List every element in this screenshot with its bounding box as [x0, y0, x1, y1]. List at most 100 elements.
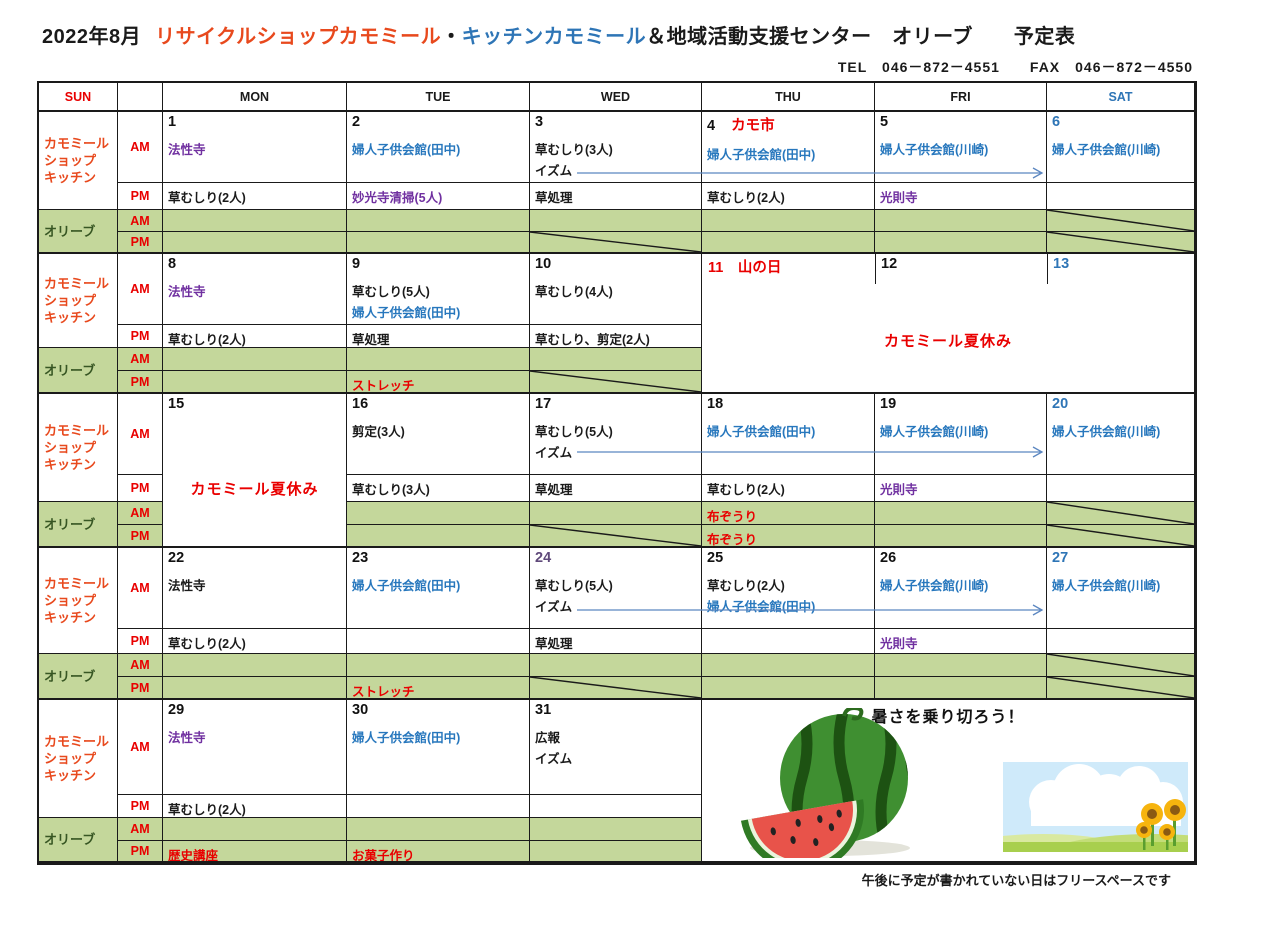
date-13: 13 [1053, 256, 1070, 272]
date-6: 6 [1052, 114, 1061, 130]
day-1-olive-pm [163, 232, 347, 254]
closed-slot-diagonal [1047, 502, 1194, 524]
schedule-entry: 草むしり(3人) [535, 143, 613, 157]
day-29-pm: 草むしり(2人) [163, 795, 347, 818]
closed-slot-diagonal [1047, 232, 1194, 252]
day-1-olive-am [163, 210, 347, 232]
day-29-olive-pm: 歴史講座 [163, 841, 347, 863]
day-10-pm: 草むしり、剪定(2人) [530, 325, 702, 348]
day-16-am: 16 剪定(3人) [347, 394, 530, 475]
row-label-am: AM [118, 112, 163, 183]
label-chamomile-shop-kitchen: カモミール ショップ キッチン [39, 254, 118, 348]
vacation-note: カモミール夏休み [190, 480, 319, 498]
closed-slot-diagonal [530, 677, 701, 698]
day-24-pm: 草処理 [530, 629, 702, 654]
day-27-olive-am [1047, 654, 1195, 677]
day-2-pm: 妙光寺清掃(5人) [347, 183, 530, 210]
day-25-am: 25 草むしり(2人) 婦人子供会館(田中) [702, 548, 875, 629]
schedule-entry: 妙光寺清掃(5人) [352, 191, 443, 205]
banner-title: 暑さを乗り切ろう！ [871, 709, 1025, 726]
date-3: 3 [535, 114, 544, 130]
day-22-olive-pm [163, 677, 347, 700]
schedule-entry: 光則寺 [880, 483, 918, 497]
day-2-am: 2 婦人子供会館(田中) [347, 112, 530, 183]
day-19-pm: 光則寺 [875, 475, 1047, 502]
schedule-entry: 婦人子供会館(川崎) [880, 425, 989, 439]
date-separator [1047, 254, 1048, 284]
schedule-entry: 草むしり(2人) [168, 191, 246, 205]
date-18: 18 [707, 396, 724, 412]
date-25: 25 [707, 550, 724, 566]
row-label-pm: PM [118, 475, 163, 502]
day-24-am: 24 草むしり(5人) イズム [530, 548, 702, 629]
day-5-olive-am [875, 210, 1047, 232]
day-17-pm: 草処理 [530, 475, 702, 502]
closed-slot-diagonal [530, 232, 701, 252]
day-6-am: 6 婦人子供会館(川崎) [1047, 112, 1195, 183]
schedule-entry: 布ぞうり [707, 510, 758, 524]
schedule-entry: 草むしり(2人) [168, 333, 246, 347]
schedule-entry: 光則寺 [880, 191, 918, 205]
title-shop-name: リサイクルショップカモミール [155, 26, 442, 48]
day-2-olive-am [347, 210, 530, 232]
day-1-am: 1 法性寺 [163, 112, 347, 183]
row-label-pm: PM [118, 795, 163, 818]
schedule-entry: イズム [535, 164, 573, 178]
row-label-olive-am: AM [118, 348, 163, 371]
date-9: 9 [352, 256, 361, 272]
schedule-entry: 法性寺 [168, 731, 206, 745]
schedule-entry: 婦人子供会館(川崎) [1052, 579, 1161, 593]
day-30-am: 30 婦人子供会館(田中) [347, 700, 530, 795]
date-31: 31 [535, 702, 552, 718]
date-11: 11 山の日 [708, 260, 782, 276]
day-30-pm [347, 795, 530, 818]
schedule-entry: 草むしり(4人) [535, 285, 613, 299]
day-16-olive-am [347, 502, 530, 525]
header-wed: WED [530, 83, 702, 112]
day-27-olive-pm [1047, 677, 1195, 700]
day-26-olive-am [875, 654, 1047, 677]
title-rest: ＆地域活動支援センター オリーブ 予定表 [646, 26, 1076, 48]
closed-slot-diagonal [1047, 525, 1194, 546]
closed-slot-diagonal [1047, 654, 1194, 676]
label-olive: オリーブ [39, 348, 118, 394]
schedule-entry: 草むしり(3人) [352, 483, 430, 497]
day-29-am: 29 法性寺 [163, 700, 347, 795]
header-fri: FRI [875, 83, 1047, 112]
header-ampm-column [118, 83, 163, 112]
row-label-olive-am: AM [118, 502, 163, 525]
schedule-entry: 婦人子供会館(田中) [352, 306, 461, 320]
header-sun: SUN [39, 83, 118, 112]
row-label-olive-pm: PM [118, 371, 163, 394]
closed-slot-diagonal [530, 371, 701, 392]
schedule-entry: 広報 [535, 731, 561, 745]
label-chamomile-shop-kitchen: カモミール ショップ キッチン [39, 548, 118, 654]
schedule-entry: 草むしり(2人) [168, 803, 246, 817]
label-chamomile-shop-kitchen: カモミール ショップ キッチン [39, 112, 118, 210]
schedule-entry: イズム [535, 446, 573, 460]
day-6-olive-am [1047, 210, 1195, 232]
date-29: 29 [168, 702, 185, 718]
schedule-entry: 婦人子供会館(川崎) [1052, 143, 1161, 157]
schedule-entry: 草むしり、剪定(2人) [535, 333, 650, 347]
row-label-am: AM [118, 254, 163, 325]
day-3-olive-pm [530, 232, 702, 254]
day-9-am: 9 草むしり(5人) 婦人子供会館(田中) [347, 254, 530, 325]
date-12: 12 [881, 256, 898, 272]
day-3-olive-am [530, 210, 702, 232]
schedule-entry: 草むしり(5人) [535, 579, 613, 593]
day-4-am: 4 カモ市 婦人子供会館(田中) [702, 112, 875, 183]
row-label-am: AM [118, 548, 163, 629]
label-chamomile-shop-kitchen: カモミール ショップ キッチン [39, 700, 118, 818]
day-3-am: 3 草むしり(3人) イズム [530, 112, 702, 183]
day-22-pm: 草むしり(2人) [163, 629, 347, 654]
day-20-olive-pm [1047, 525, 1195, 548]
title-month: 2022年8月 [42, 26, 142, 48]
day-1-pm: 草むしり(2人) [163, 183, 347, 210]
day-18-am: 18 婦人子供会館(田中) [702, 394, 875, 475]
schedule-entry: 法性寺 [168, 285, 206, 299]
schedule-entry: 婦人子供会館(田中) [707, 425, 816, 439]
day-20-olive-am [1047, 502, 1195, 525]
schedule-entry: 草処理 [535, 191, 573, 205]
date-15: 15 [168, 396, 185, 412]
